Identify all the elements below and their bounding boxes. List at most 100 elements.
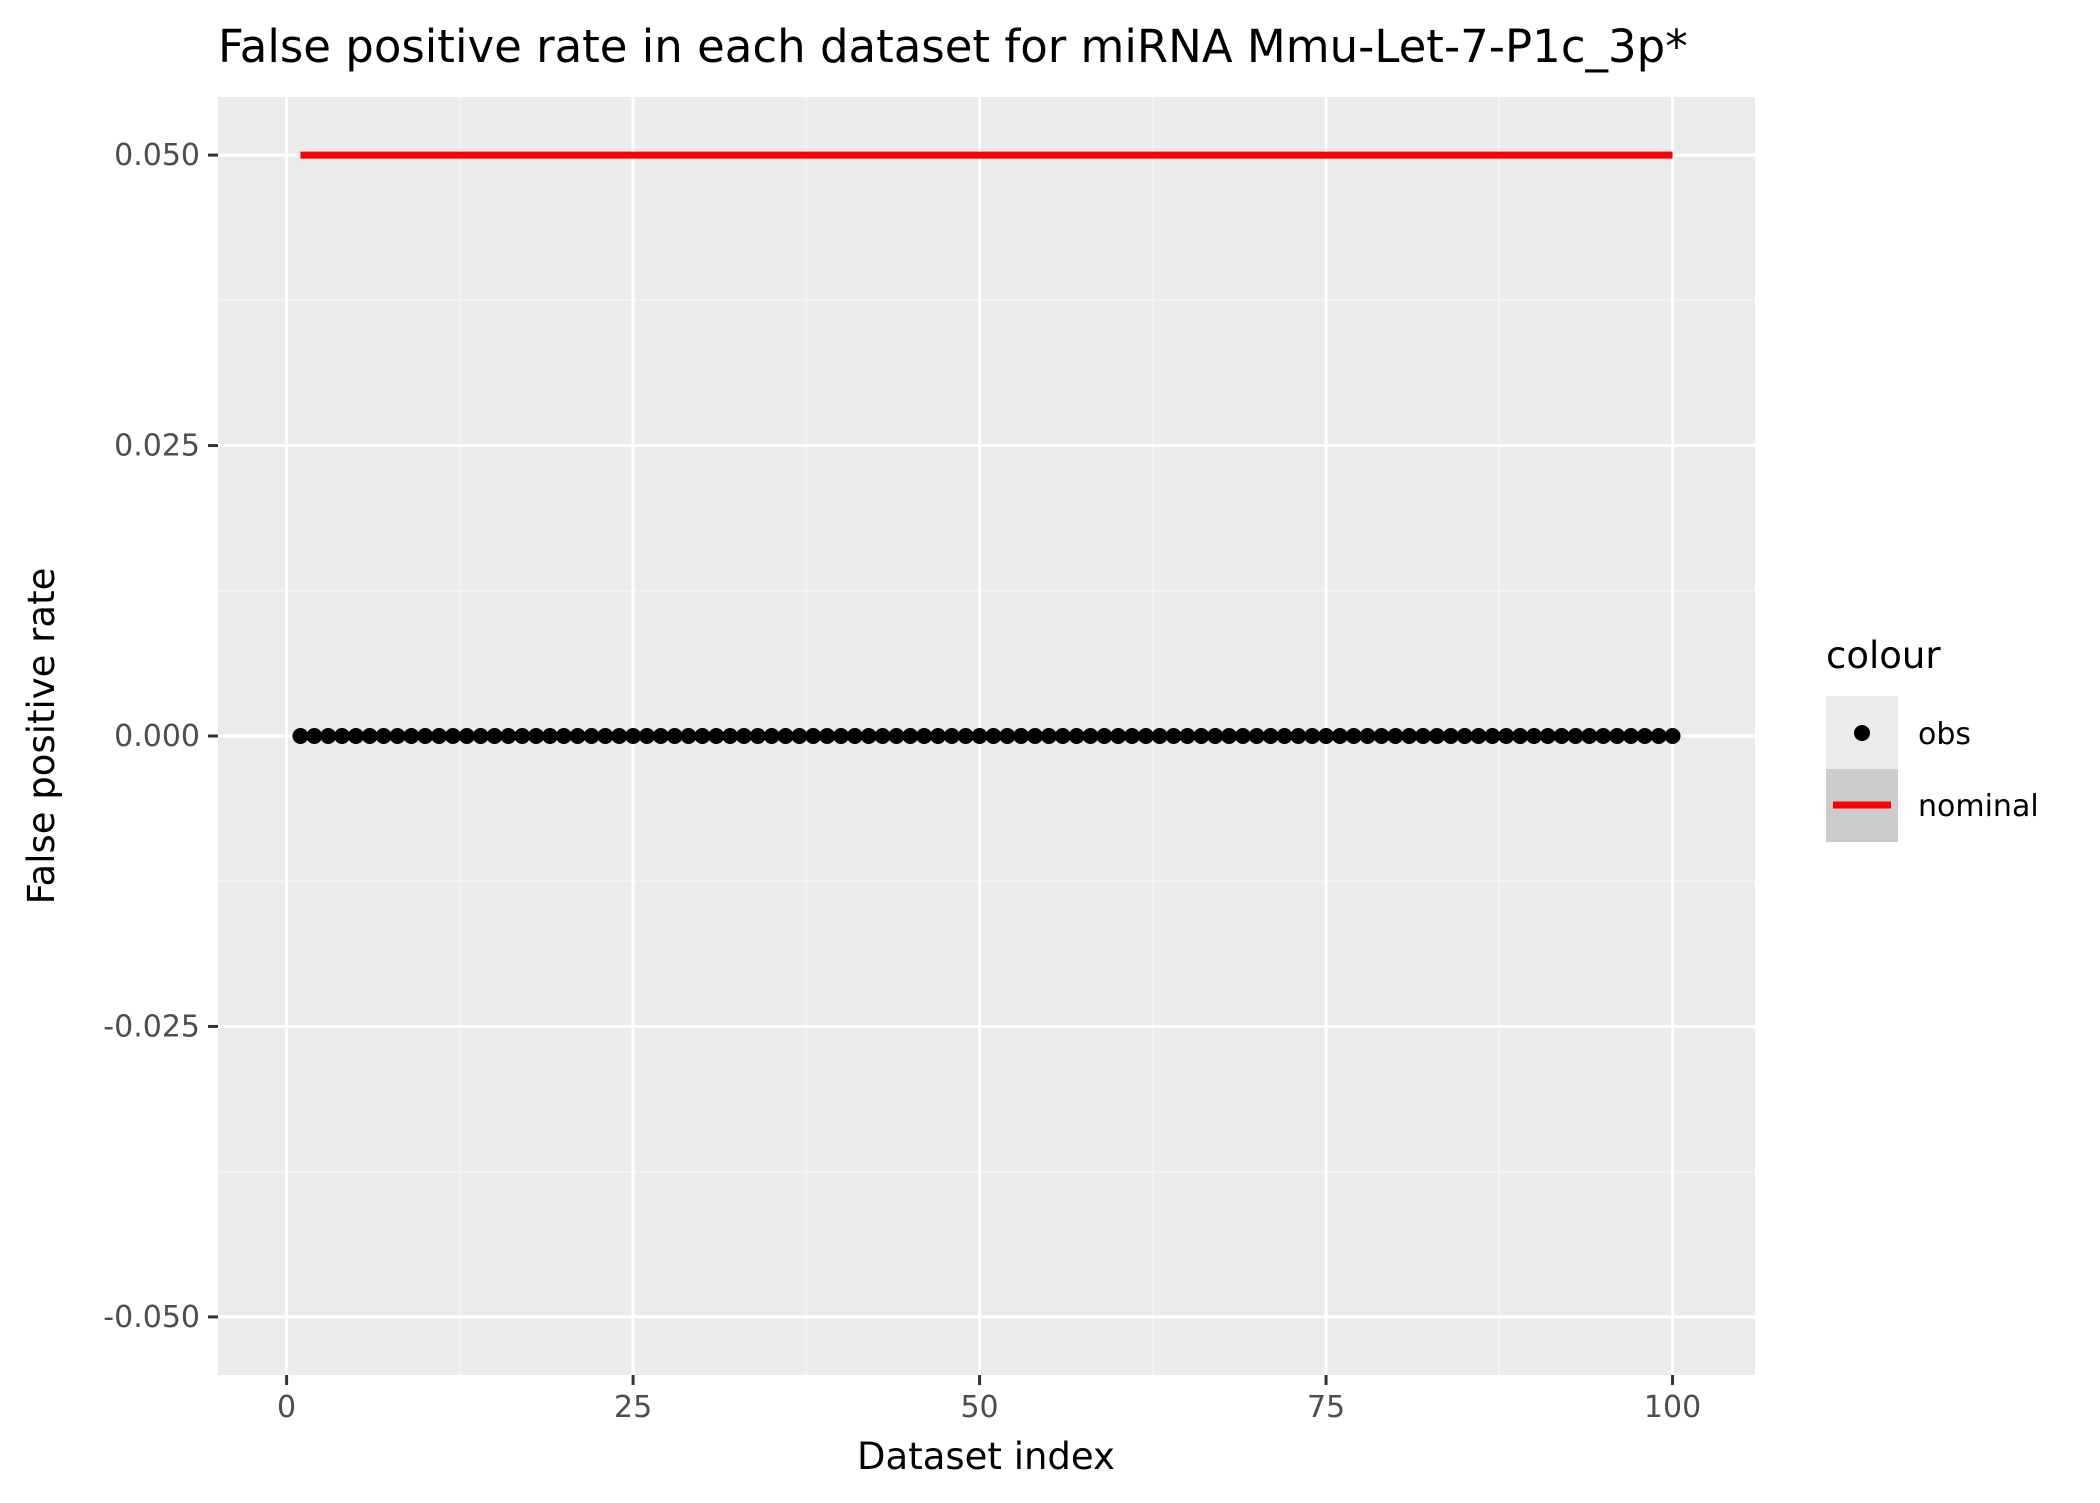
obs-point bbox=[888, 728, 905, 744]
obs-point bbox=[1567, 728, 1584, 744]
obs-point bbox=[943, 728, 960, 744]
obs-point bbox=[638, 728, 655, 744]
obs-point bbox=[528, 728, 545, 744]
obs-point bbox=[1636, 728, 1653, 744]
legend-title: colour bbox=[1826, 634, 1941, 677]
x-tick-label: 50 bbox=[960, 1390, 998, 1425]
obs-point bbox=[957, 728, 974, 744]
obs-point bbox=[1595, 728, 1612, 744]
obs-point bbox=[1124, 728, 1141, 744]
obs-point bbox=[708, 728, 725, 744]
obs-point bbox=[555, 728, 572, 744]
obs-point bbox=[1234, 728, 1251, 744]
obs-point bbox=[347, 728, 364, 744]
y-axis: -0.050 -0.025 0.000 0.025 0.050 bbox=[103, 138, 218, 1335]
obs-point bbox=[1345, 728, 1362, 744]
obs-point bbox=[832, 728, 849, 744]
obs-point bbox=[1387, 728, 1404, 744]
x-tick-label: 100 bbox=[1644, 1390, 1701, 1425]
obs-point bbox=[874, 728, 891, 744]
obs-point bbox=[486, 728, 503, 744]
obs-point bbox=[735, 728, 752, 744]
obs-point bbox=[569, 728, 586, 744]
obs-point bbox=[597, 728, 614, 744]
obs-point bbox=[1179, 728, 1196, 744]
obs-point bbox=[1498, 728, 1515, 744]
obs-point bbox=[1013, 728, 1030, 744]
obs-point bbox=[1512, 728, 1529, 744]
series-layer bbox=[292, 151, 1681, 744]
obs-point bbox=[652, 728, 669, 744]
obs-point bbox=[819, 728, 836, 744]
obs-point bbox=[860, 728, 877, 744]
obs-point bbox=[902, 728, 919, 744]
obs-point bbox=[1359, 728, 1376, 744]
obs-point bbox=[306, 728, 323, 744]
obs-point bbox=[541, 728, 558, 744]
obs-point bbox=[1082, 728, 1099, 744]
obs-point bbox=[916, 728, 933, 744]
obs-point bbox=[1221, 728, 1238, 744]
legend-obs-point bbox=[1854, 725, 1870, 741]
obs-point bbox=[1276, 728, 1293, 744]
obs-point bbox=[292, 728, 309, 744]
obs-point bbox=[458, 728, 475, 744]
obs-point bbox=[985, 728, 1002, 744]
obs-point bbox=[1456, 728, 1473, 744]
y-tick-label: 0.025 bbox=[114, 429, 200, 464]
obs-point bbox=[1137, 728, 1154, 744]
y-axis-title: False positive rate bbox=[20, 568, 63, 905]
obs-point bbox=[1664, 728, 1681, 744]
obs-point bbox=[1415, 728, 1432, 744]
obs-point bbox=[1581, 728, 1598, 744]
obs-point bbox=[1151, 728, 1168, 744]
obs-point bbox=[805, 728, 822, 744]
obs-point bbox=[1428, 728, 1445, 744]
obs-point bbox=[1609, 728, 1626, 744]
obs-point bbox=[1470, 728, 1487, 744]
obs-point bbox=[680, 728, 697, 744]
obs-point bbox=[1622, 728, 1639, 744]
obs-point bbox=[971, 728, 988, 744]
obs-point bbox=[472, 728, 489, 744]
obs-point bbox=[1373, 728, 1390, 744]
obs-point bbox=[1525, 728, 1542, 744]
x-axis: 0 25 50 75 100 bbox=[277, 1375, 1701, 1425]
y-tick-label: 0.000 bbox=[114, 719, 200, 754]
obs-point bbox=[666, 728, 683, 744]
obs-point bbox=[1027, 728, 1044, 744]
obs-point bbox=[1304, 728, 1321, 744]
obs-point bbox=[1207, 728, 1224, 744]
obs-point bbox=[791, 728, 808, 744]
obs-point bbox=[334, 728, 351, 744]
x-axis-title: Dataset index bbox=[857, 1435, 1115, 1478]
obs-point bbox=[722, 728, 739, 744]
obs-point bbox=[611, 728, 628, 744]
obs-point bbox=[320, 728, 337, 744]
obs-point bbox=[749, 728, 766, 744]
obs-point bbox=[1040, 728, 1057, 744]
x-tick-label: 75 bbox=[1307, 1390, 1345, 1425]
obs-point bbox=[1262, 728, 1279, 744]
obs-point bbox=[1054, 728, 1071, 744]
obs-point bbox=[1539, 728, 1556, 744]
plot-title: False positive rate in each dataset for … bbox=[218, 20, 1688, 73]
obs-point bbox=[389, 728, 406, 744]
obs-point bbox=[1248, 728, 1265, 744]
obs-point bbox=[1068, 728, 1085, 744]
obs-point bbox=[1553, 728, 1570, 744]
obs-point bbox=[763, 728, 780, 744]
x-tick-label: 0 bbox=[277, 1390, 296, 1425]
obs-point bbox=[417, 728, 434, 744]
legend-label-nominal: nominal bbox=[1918, 789, 2039, 824]
obs-point bbox=[1318, 728, 1335, 744]
legend: colour obs nominal bbox=[1826, 634, 2039, 842]
obs-point bbox=[1401, 728, 1418, 744]
x-tick-label: 25 bbox=[614, 1390, 652, 1425]
obs-point bbox=[1165, 728, 1182, 744]
obs-point bbox=[1110, 728, 1127, 744]
y-tick-label: 0.050 bbox=[114, 138, 200, 173]
obs-point bbox=[777, 728, 794, 744]
y-tick-label: -0.050 bbox=[103, 1300, 200, 1335]
